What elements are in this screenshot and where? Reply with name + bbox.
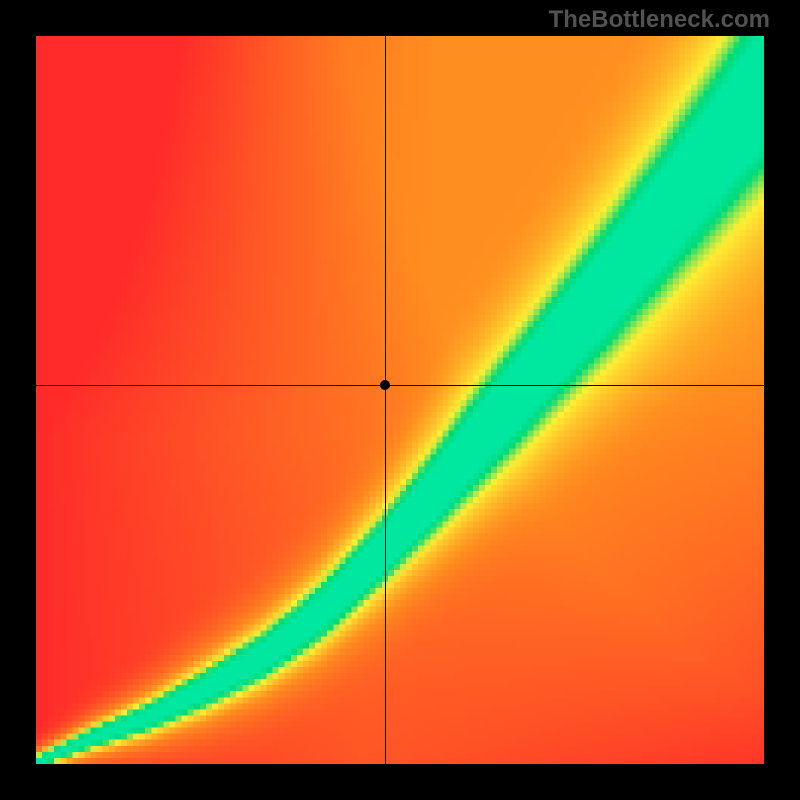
crosshair-horizontal [36,385,764,386]
heatmap-canvas-wrap [36,36,764,764]
crosshair-vertical [385,36,386,764]
heatmap-canvas [36,36,764,764]
heatmap-plot-area [36,36,764,764]
watermark-text: TheBottleneck.com [549,6,770,34]
